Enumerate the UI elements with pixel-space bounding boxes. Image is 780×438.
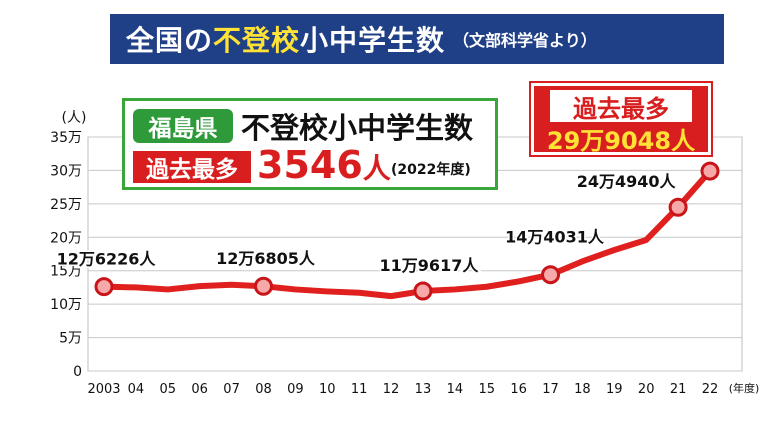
y-tick-label: 10万 [50, 297, 82, 313]
axis-layer: 0 5万 10万 15万 20万 25万 30万 35万 (人) 2003 04 05 06 07 08 09… [50, 110, 759, 397]
x-tick-label: 04 [128, 382, 145, 397]
x-tick-label: 20 [638, 382, 655, 397]
y-tick-label: 15万 [50, 264, 82, 280]
y-tick-label: 0 [73, 364, 82, 380]
x-tick-label: 08 [255, 382, 272, 397]
title-part-futoko: 不登校 [213, 24, 301, 57]
x-tick-label: 12 [383, 382, 400, 397]
data-point-marker [94, 277, 114, 297]
callout-value: 29万9048人 [546, 126, 696, 155]
data-point-label: 24万4940人 [577, 172, 677, 191]
data-point-label: 12万6805人 [216, 249, 316, 268]
data-point-marker [413, 281, 433, 301]
x-tick-label: 16 [510, 382, 527, 397]
metric-label: 不登校小中学生数 [241, 111, 474, 145]
x-tick-label: 17 [542, 382, 559, 397]
data-point-marker [253, 276, 273, 296]
x-tick-label: 21 [670, 382, 687, 397]
callout-label: 過去最多 [550, 90, 692, 123]
data-point-marker [700, 161, 720, 181]
x-tick-label: 07 [223, 382, 240, 397]
line-layer [94, 161, 720, 301]
y-unit-label: (人) [62, 110, 87, 126]
title-part-students: 小中学生数 [300, 24, 446, 57]
y-tick-label: 35万 [50, 130, 82, 146]
y-tick-label: 20万 [50, 230, 82, 246]
x-unit-label: (年度) [729, 381, 760, 395]
x-tick-label: 18 [574, 382, 591, 397]
y-tick-label: 30万 [50, 163, 82, 179]
title-source: （文部科学省より） [453, 31, 597, 50]
prefecture-badge: 福島県 [133, 109, 233, 143]
record-year: (2022年度) [391, 162, 471, 178]
x-tick-label: 06 [191, 382, 208, 397]
y-tick-label: 25万 [50, 197, 82, 213]
record-badge: 過去最多 [133, 151, 251, 183]
x-tick-label: 19 [606, 382, 623, 397]
x-tick-label: 10 [319, 382, 336, 397]
x-tick-label: 14 [447, 382, 464, 397]
record-callout: 過去最多 29万9048人 [531, 83, 711, 155]
title-part-national: 全国の [126, 24, 214, 57]
data-point-label: 14万4031人 [505, 228, 605, 247]
x-tick-label: 11 [351, 382, 368, 397]
x-tick-label: 05 [160, 382, 177, 397]
x-tick-label: 13 [415, 382, 432, 397]
data-point-label: 11万9617人 [380, 256, 480, 275]
x-tick-label: 2003 [87, 382, 120, 397]
x-tick-label: 15 [478, 382, 495, 397]
x-tick-label: 09 [287, 382, 304, 397]
y-tick-label: 5万 [59, 331, 82, 347]
data-point-label: 12万6226人 [57, 250, 157, 269]
series-line [101, 168, 713, 300]
record-number: 3546 [257, 143, 363, 187]
record-unit: 人 [362, 152, 391, 185]
x-tick-label: 22 [702, 382, 719, 397]
record-value: 3546人 [257, 141, 391, 193]
title-bar: 全国の 不登校 小中学生数 （文部科学省より） [110, 14, 724, 64]
data-point-marker [541, 265, 561, 285]
label-layer: 12万6226人 12万6805人 11万9617人 14万4031人 24万4940人 [55, 171, 678, 277]
fukushima-info-box: 福島県 不登校小中学生数 過去最多 3546人 (2022年度) [122, 98, 498, 190]
data-point-marker [668, 197, 688, 217]
